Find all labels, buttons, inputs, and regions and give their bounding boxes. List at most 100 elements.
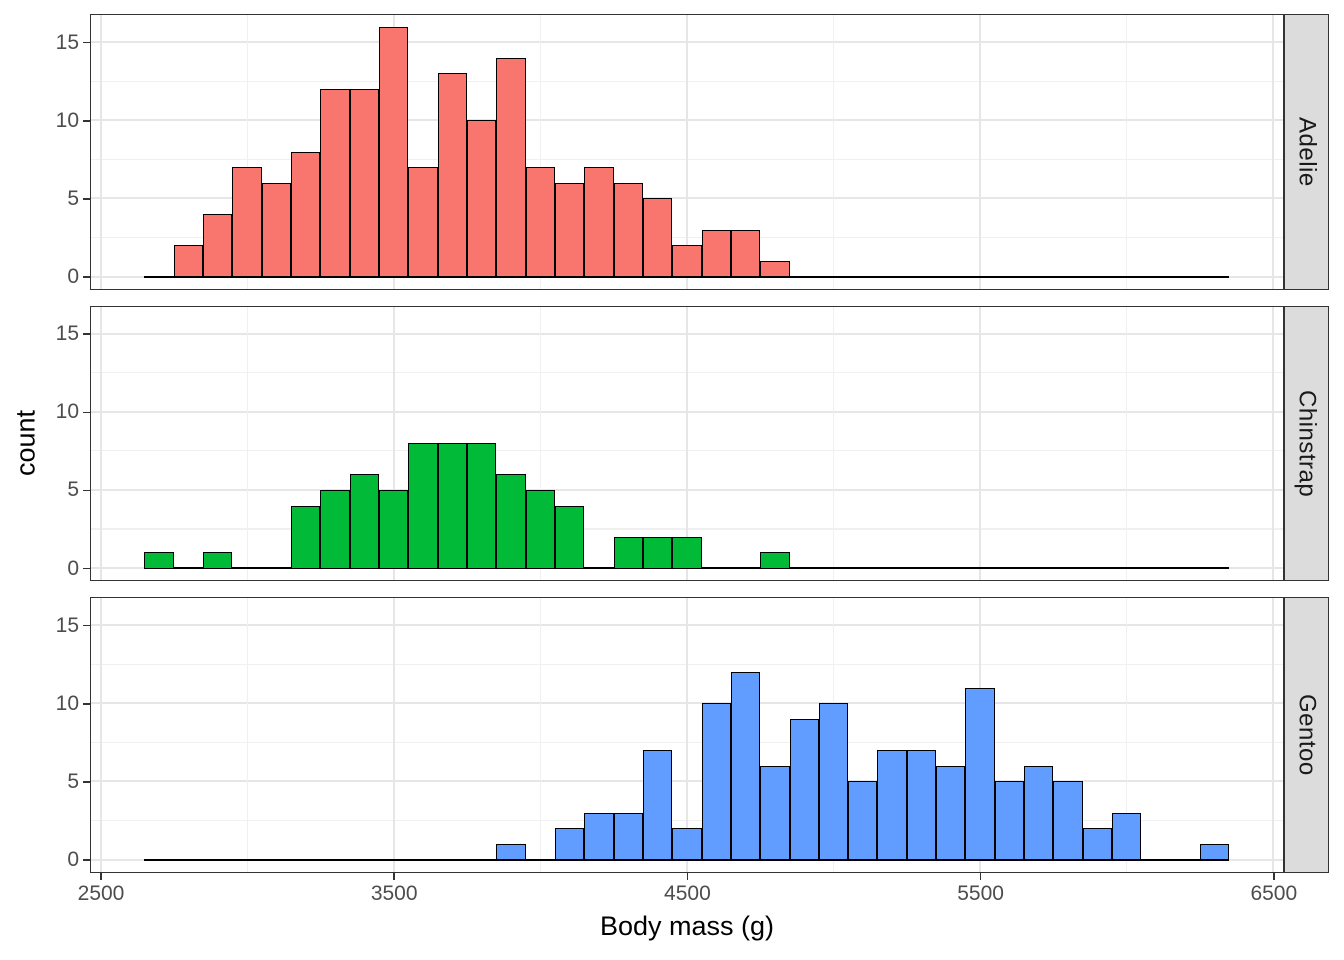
y-tick-label: 10 (55, 108, 79, 132)
histogram-bar (291, 151, 321, 278)
facet-strip-label: Adelie (1293, 116, 1321, 187)
histogram-bar (701, 229, 731, 278)
y-tick-label: 5 (67, 769, 79, 793)
histogram-bar (642, 198, 673, 278)
gridline-major (1272, 15, 1275, 289)
histogram-bar (291, 505, 321, 569)
histogram-bar (906, 750, 937, 861)
histogram-bar (789, 718, 819, 861)
histogram-bar (379, 489, 409, 569)
histogram-bar (848, 781, 878, 861)
histogram-bar (554, 828, 585, 861)
histogram-bar (642, 750, 673, 861)
x-tick-label: 5500 (957, 881, 1004, 905)
histogram-bar (760, 552, 790, 569)
x-axis-title: Body mass (g) (599, 911, 775, 941)
gridline-major (99, 306, 102, 580)
gridline-major (685, 598, 688, 872)
gridline-major (979, 15, 982, 289)
gridline-major (392, 306, 395, 580)
histogram-bar (496, 474, 526, 569)
histogram-bar (701, 703, 731, 861)
y-axis-tick (83, 411, 90, 414)
y-axis-tick (83, 567, 90, 570)
histogram-bar (1082, 828, 1113, 861)
histogram-bar (144, 552, 174, 569)
histogram-bar (994, 781, 1025, 861)
y-tick-label: 15 (55, 322, 79, 346)
y-axis-tick (83, 781, 90, 783)
x-axis-tick (393, 873, 395, 880)
histogram-bar (818, 703, 849, 861)
histogram-bar (760, 260, 790, 278)
x-tick-label: 3500 (370, 881, 418, 905)
histogram-bar (349, 89, 380, 278)
panel-chinstrap (90, 305, 1284, 581)
y-axis-tick (83, 41, 90, 44)
gridline-minor (246, 15, 248, 289)
histogram-bar (1053, 781, 1083, 861)
histogram-bar (437, 443, 467, 569)
x-axis-tick (979, 873, 982, 880)
gridline-major (685, 15, 688, 289)
histogram-bar (349, 474, 380, 569)
histogram-bar (936, 765, 966, 861)
y-tick-label: 0 (67, 265, 79, 288)
gridline-minor (246, 306, 248, 580)
gridline-major (685, 306, 688, 580)
y-tick-label: 10 (55, 400, 79, 424)
y-axis-tick (83, 120, 90, 122)
histogram-bar (730, 229, 761, 278)
histogram-bar (613, 182, 643, 278)
histogram-bar (467, 120, 497, 278)
y-axis-tick (83, 198, 90, 200)
y-tick-label: 0 (67, 556, 79, 580)
x-axis-tick (686, 873, 689, 880)
gridline-major (979, 306, 982, 580)
y-axis-tick (83, 333, 90, 335)
y-axis-tick (83, 859, 90, 861)
histogram-bar (554, 505, 585, 569)
y-axis-tick (83, 703, 90, 705)
y-tick-label: 0 (67, 848, 79, 871)
histogram-bar (467, 443, 497, 569)
y-axis-tick (83, 276, 90, 278)
histogram-bar (232, 167, 262, 278)
panel-gentoo (90, 597, 1284, 873)
histogram-bar (408, 167, 438, 278)
facet-strip-adelie: Adelie (1284, 14, 1329, 290)
x-axis-tick (1273, 873, 1275, 880)
y-tick-label: 15 (55, 30, 79, 54)
x-tick-label: 4500 (664, 881, 711, 905)
panel-adelie (90, 14, 1284, 290)
histogram-bar (1200, 843, 1230, 861)
gridline-major (392, 598, 395, 872)
y-axis-tick (83, 624, 90, 627)
histogram-bar (584, 812, 614, 861)
gridline-major (99, 15, 102, 289)
x-tick-label: 6500 (1250, 881, 1298, 905)
histogram-bar (496, 57, 526, 278)
histogram-bar (261, 182, 292, 278)
gridline-minor (1126, 15, 1128, 289)
x-tick-label: 2500 (77, 881, 125, 905)
histogram-bar (496, 843, 526, 861)
histogram-bar (437, 73, 467, 278)
histogram-bar (408, 443, 438, 569)
histogram-bar (672, 828, 702, 861)
histogram-bar (320, 89, 350, 278)
gridline-minor (539, 306, 541, 580)
x-axis-tick (100, 873, 102, 880)
y-tick-label: 5 (67, 478, 79, 502)
facet-strip-chinstrap: Chinstrap (1284, 305, 1329, 581)
histogram-bar (613, 812, 643, 861)
facet-strip-gentoo: Gentoo (1284, 597, 1329, 873)
histogram-bar (320, 489, 350, 569)
gridline-major (99, 598, 102, 872)
gridline-major (1272, 598, 1275, 872)
gridline-minor (832, 306, 835, 580)
histogram-bar (379, 26, 409, 278)
histogram-bar (672, 245, 702, 278)
histogram-bar (1024, 765, 1054, 861)
